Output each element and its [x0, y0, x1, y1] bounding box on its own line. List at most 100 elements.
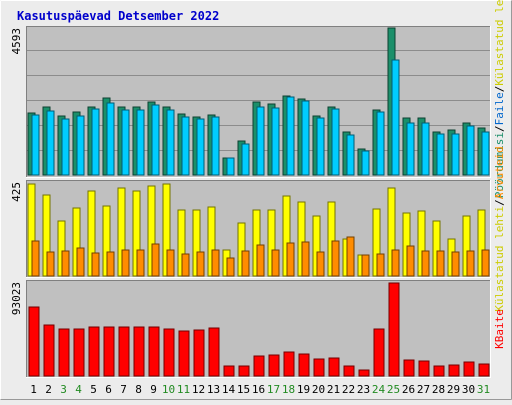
x-tick-label-day-15: 15	[237, 383, 250, 396]
bar-top-faile-day-12	[196, 118, 205, 176]
x-tick-label-day-10: 10	[162, 383, 175, 396]
bar-bottom-kbaite-day-12	[193, 329, 205, 377]
bar-bottom-kbaite-day-10	[163, 328, 175, 377]
bar-middle-arvuteid-day-22	[346, 236, 355, 277]
bar-middle-arvuteid-day-31	[481, 249, 490, 277]
bar-middle-arvuteid-day-15	[241, 250, 250, 277]
bar-bottom-kbaite-day-4	[73, 328, 85, 377]
bar-top-faile-day-24	[376, 111, 385, 176]
bar-bottom-kbaite-day-15	[238, 365, 250, 377]
bar-bottom-kbaite-day-25	[388, 282, 400, 377]
bar-bottom-kbaite-day-28	[433, 365, 445, 377]
bar-top-faile-day-20	[316, 117, 325, 176]
panel-middle-legend: Külastatud lehti/Arvuteid	[493, 146, 506, 312]
bar-middle-arvuteid-day-5	[91, 252, 100, 277]
panel-bottom-ymax-label: 93023	[10, 282, 23, 315]
bar-bottom-kbaite-day-29	[448, 364, 460, 377]
bar-bottom-kbaite-day-31	[478, 363, 490, 377]
bar-bottom-kbaite-day-6	[103, 326, 115, 377]
x-tick-label-day-31: 31	[477, 383, 490, 396]
bar-bottom-kbaite-day-22	[343, 365, 355, 377]
bar-bottom-kbaite-day-1	[28, 306, 40, 377]
bar-bottom-kbaite-day-16	[253, 355, 265, 377]
bar-middle-arvuteid-day-13	[211, 249, 220, 277]
bar-middle-arvuteid-day-24	[376, 253, 385, 277]
legend-separator: /	[493, 199, 506, 206]
bar-bottom-kbaite-day-30	[463, 361, 475, 377]
bar-bottom-kbaite-day-17	[268, 354, 280, 377]
bar-top-faile-day-25	[391, 59, 400, 176]
x-tick-label-day-13: 13	[207, 383, 220, 396]
legend-entry-kbaite: KBaite	[493, 309, 506, 349]
legend-separator: /	[493, 86, 506, 93]
bar-top-faile-day-17	[271, 107, 280, 176]
bar-top-faile-day-22	[346, 134, 355, 176]
panel-top-legend: Pöördumisi/Faile/Külastatud lehti	[493, 0, 506, 198]
bar-bottom-kbaite-day-23	[358, 369, 370, 377]
bar-top-faile-day-31	[481, 131, 490, 176]
x-tick-label-day-18: 18	[282, 383, 295, 396]
x-tick-label-day-6: 6	[105, 383, 112, 396]
x-tick-label-day-7: 7	[120, 383, 127, 396]
bar-bottom-kbaite-day-8	[133, 326, 145, 377]
bar-bottom-kbaite-day-9	[148, 326, 160, 377]
x-tick-label-day-25: 25	[387, 383, 400, 396]
bar-middle-arvuteid-day-6	[106, 251, 115, 277]
x-tick-label-day-24: 24	[372, 383, 386, 396]
x-tick-label-day-30: 30	[462, 383, 475, 396]
bar-middle-arvuteid-day-1	[31, 240, 40, 277]
bar-middle-arvuteid-day-14	[226, 257, 235, 277]
bar-top-faile-day-2	[46, 110, 55, 176]
x-tick-label-day-14: 14	[222, 383, 236, 396]
bar-bottom-kbaite-day-21	[328, 357, 340, 377]
bar-bottom-kbaite-day-2	[43, 324, 55, 377]
x-tick-label-day-27: 27	[417, 383, 430, 396]
bar-top-faile-day-30	[466, 125, 475, 176]
bar-top-faile-day-13	[211, 116, 220, 176]
bar-middle-arvuteid-day-16	[256, 244, 265, 277]
x-tick-label-day-11: 11	[177, 383, 190, 396]
x-tick-label-day-29: 29	[447, 383, 460, 396]
legend-entry-faile: Faile	[493, 92, 506, 125]
x-axis-labels: 1 2 3 4 5 6 7 8 9 10 11 12 13 14 15 16 17 18 19 20 21 22 23 24 2…	[30, 383, 490, 396]
bar-middle-arvuteid-day-28	[436, 250, 445, 277]
bar-middle-arvuteid-day-12	[196, 251, 205, 277]
bar-middle-arvuteid-day-23	[361, 254, 370, 277]
bar-top-faile-day-27	[421, 122, 430, 176]
panel-middle: 425 Külastatud lehti/Arvuteid	[10, 146, 506, 312]
x-tick-label-day-2: 2	[45, 383, 52, 396]
x-tick-label-day-28: 28	[432, 383, 445, 396]
bar-middle-arvuteid-day-4	[76, 247, 85, 277]
bar-top-faile-day-16	[256, 106, 265, 176]
x-tick-label-day-21: 21	[327, 383, 340, 396]
bar-middle-arvuteid-day-7	[121, 249, 130, 277]
bar-bottom-kbaite-day-26	[403, 359, 415, 377]
x-tick-label-day-19: 19	[297, 383, 310, 396]
legend-entry-p-rdumisi: Pöördumisi	[493, 132, 506, 198]
bar-top-faile-day-14	[226, 157, 235, 176]
bar-top-faile-day-3	[61, 118, 70, 176]
bar-top-faile-day-19	[301, 100, 310, 176]
bar-top-faile-day-7	[121, 109, 130, 176]
panel-top-ymax-label: 4593	[10, 28, 23, 55]
panel-top: 4593 Pöördumisi/Faile/Külastatud lehti	[10, 0, 506, 198]
bar-top-faile-day-18	[286, 96, 295, 176]
x-tick-label-day-3: 3	[60, 383, 67, 396]
legend-separator: /	[493, 125, 506, 132]
bar-top-faile-day-9	[151, 104, 160, 176]
panel-middle-ymax-label: 425	[10, 182, 23, 202]
x-tick-label-day-5: 5	[90, 383, 97, 396]
bar-bottom-kbaite-day-27	[418, 360, 430, 377]
x-tick-label-day-20: 20	[312, 383, 325, 396]
x-tick-label-day-8: 8	[135, 383, 142, 396]
legend-entry-arvuteid: Arvuteid	[493, 146, 506, 199]
bar-middle-arvuteid-day-2	[46, 251, 55, 277]
bar-middle-arvuteid-day-8	[136, 249, 145, 277]
bar-bottom-kbaite-day-5	[88, 326, 100, 377]
bar-top-faile-day-29	[451, 133, 460, 176]
x-tick-label-day-22: 22	[342, 383, 355, 396]
bar-middle-arvuteid-day-27	[421, 250, 430, 277]
x-tick-label-day-9: 9	[150, 383, 157, 396]
